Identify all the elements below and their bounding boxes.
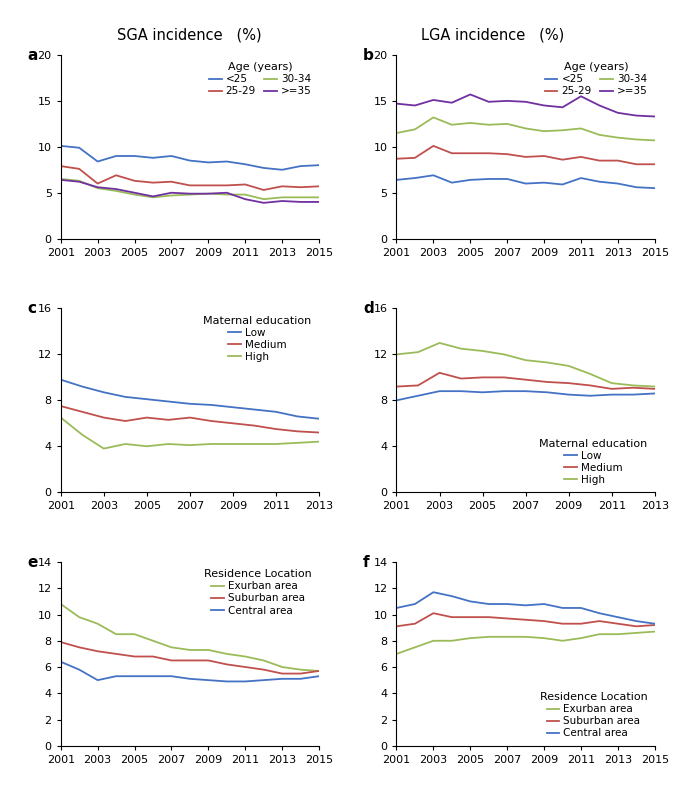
Legend: Low, Medium, High: Low, Medium, High <box>201 314 314 364</box>
Text: b: b <box>363 48 374 63</box>
Legend: <25, 25-29, 30-34, >=35: <25, 25-29, 30-34, >=35 <box>543 60 649 98</box>
Text: SGA incidence   (%): SGA incidence (%) <box>117 27 261 42</box>
Legend: Exurban area, Suburban area, Central area: Exurban area, Suburban area, Central are… <box>202 568 314 618</box>
Text: d: d <box>363 301 374 316</box>
Text: f: f <box>363 555 369 570</box>
Legend: Exurban area, Suburban area, Central area: Exurban area, Suburban area, Central are… <box>537 690 649 740</box>
Text: a: a <box>27 48 38 63</box>
Text: c: c <box>27 301 36 316</box>
Text: e: e <box>27 555 38 570</box>
Legend: <25, 25-29, 30-34, >=35: <25, 25-29, 30-34, >=35 <box>207 60 314 98</box>
Text: LGA incidence   (%): LGA incidence (%) <box>421 27 564 42</box>
Legend: Low, Medium, High: Low, Medium, High <box>537 436 649 487</box>
